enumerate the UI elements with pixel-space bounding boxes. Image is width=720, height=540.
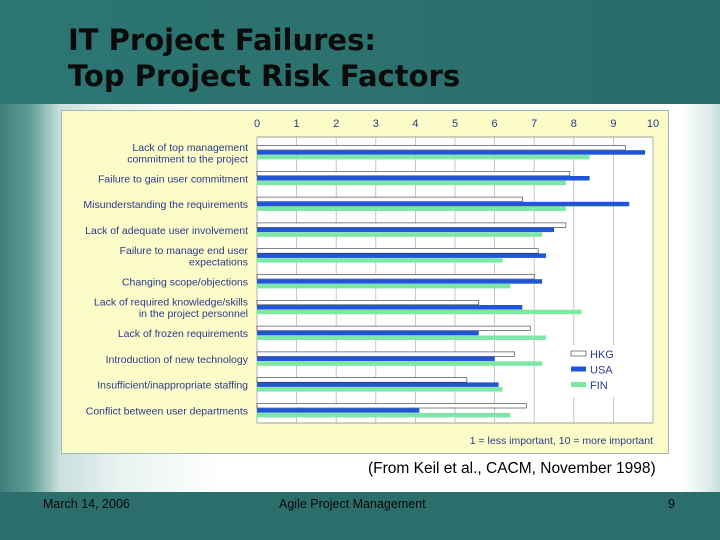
x-tick-label: 2 [333,118,339,130]
bar-usa [257,330,479,336]
legend-swatch-hkg [570,350,587,357]
category-label: Insufficient/inappropriate staffing [97,380,248,392]
bar-hkg [256,403,527,409]
bar-fin [257,387,503,392]
bar-usa [257,382,499,387]
bar-usa [257,201,630,207]
footer-title: Agile Project Management [279,497,426,511]
chart-frame: 0 1 2 3 4 5 6 7 8 9 10 Lack of top management commit… [61,110,669,454]
bar-hkg [256,145,626,151]
category-label: Changing scope/objections [122,277,248,289]
bar-hkg [256,248,539,254]
x-tick-label: 10 [647,118,659,130]
x-tick-label: 9 [610,118,616,130]
bar-fin [257,309,582,315]
bar-usa [257,253,547,258]
page-number: 9 [668,497,675,511]
category-label: Lack of adequate user involvement [85,225,248,237]
bar-fin [257,361,543,366]
bar-usa [257,305,523,310]
legend-swatch-usa [571,366,586,372]
legend-label-fin: FIN [590,380,608,392]
x-tick-label: 0 [254,118,260,130]
bar-usa [257,227,554,233]
x-tick-label: 4 [412,118,418,130]
bar-usa [257,176,590,181]
category-label: in the project personnel [139,308,248,320]
slide-title-line-2: Top Project Risk Factors [68,59,461,93]
source-citation: (From Keil et al., CACM, November 1998) [368,460,656,477]
category-label: Lack of frozen requirements [118,328,248,340]
x-tick-label: 1 [294,118,300,130]
x-tick-label: 5 [452,118,458,130]
bar-hkg [256,300,480,306]
footer-bar [0,492,720,540]
slide-title: IT Project Failures: Top Project Risk Fa… [68,22,460,94]
bar-usa [257,279,543,284]
legend-label-usa: USA [590,365,613,377]
x-tick-label: 7 [531,118,537,130]
bar-fin [257,232,543,237]
category-label: Lack of top management [132,142,248,154]
bar-fin [257,412,511,418]
bar-hkg [256,222,567,228]
legend-swatch-fin [571,382,586,387]
bar-fin [257,258,503,263]
x-tick-label: 3 [373,118,379,130]
category-label: Failure to gain user commitment [98,173,248,185]
scale-note: 1 = less important, 10 = more important [470,435,653,447]
legend-label-hkg: HKG [590,349,614,361]
bar-usa [257,408,420,413]
bar-hkg [256,170,571,177]
footer-date: March 14, 2006 [43,497,130,511]
x-tick-label: 6 [492,118,498,130]
category-label: Conflict between user departments [86,406,248,418]
bar-fin [257,283,511,289]
bar-usa [257,356,495,362]
category-label: Lack of required knowledge/skills [94,297,248,309]
bar-fin [257,154,590,160]
risk-factors-chart: 0 1 2 3 4 5 6 7 8 9 10 Lack of top managementcommit… [83,118,659,447]
category-label: expectations [189,256,248,268]
category-label: Introduction of new technology [106,354,249,366]
title-band [0,0,720,104]
category-label: commitment to the project [127,153,248,165]
bar-fin [257,180,566,186]
bar-hkg [256,351,515,357]
bar-fin [257,335,547,340]
bar-usa [257,150,646,155]
x-tick-label: 8 [571,118,577,130]
category-label: Misunderstanding the requirements [83,199,248,211]
bar-hkg [256,377,468,383]
bar-fin [257,206,566,211]
bar-hkg [256,325,531,331]
bar-hkg [256,274,535,280]
slide-title-line-1: IT Project Failures: [68,23,376,57]
bar-hkg [256,196,523,202]
category-label: Failure to manage end user [120,245,249,257]
